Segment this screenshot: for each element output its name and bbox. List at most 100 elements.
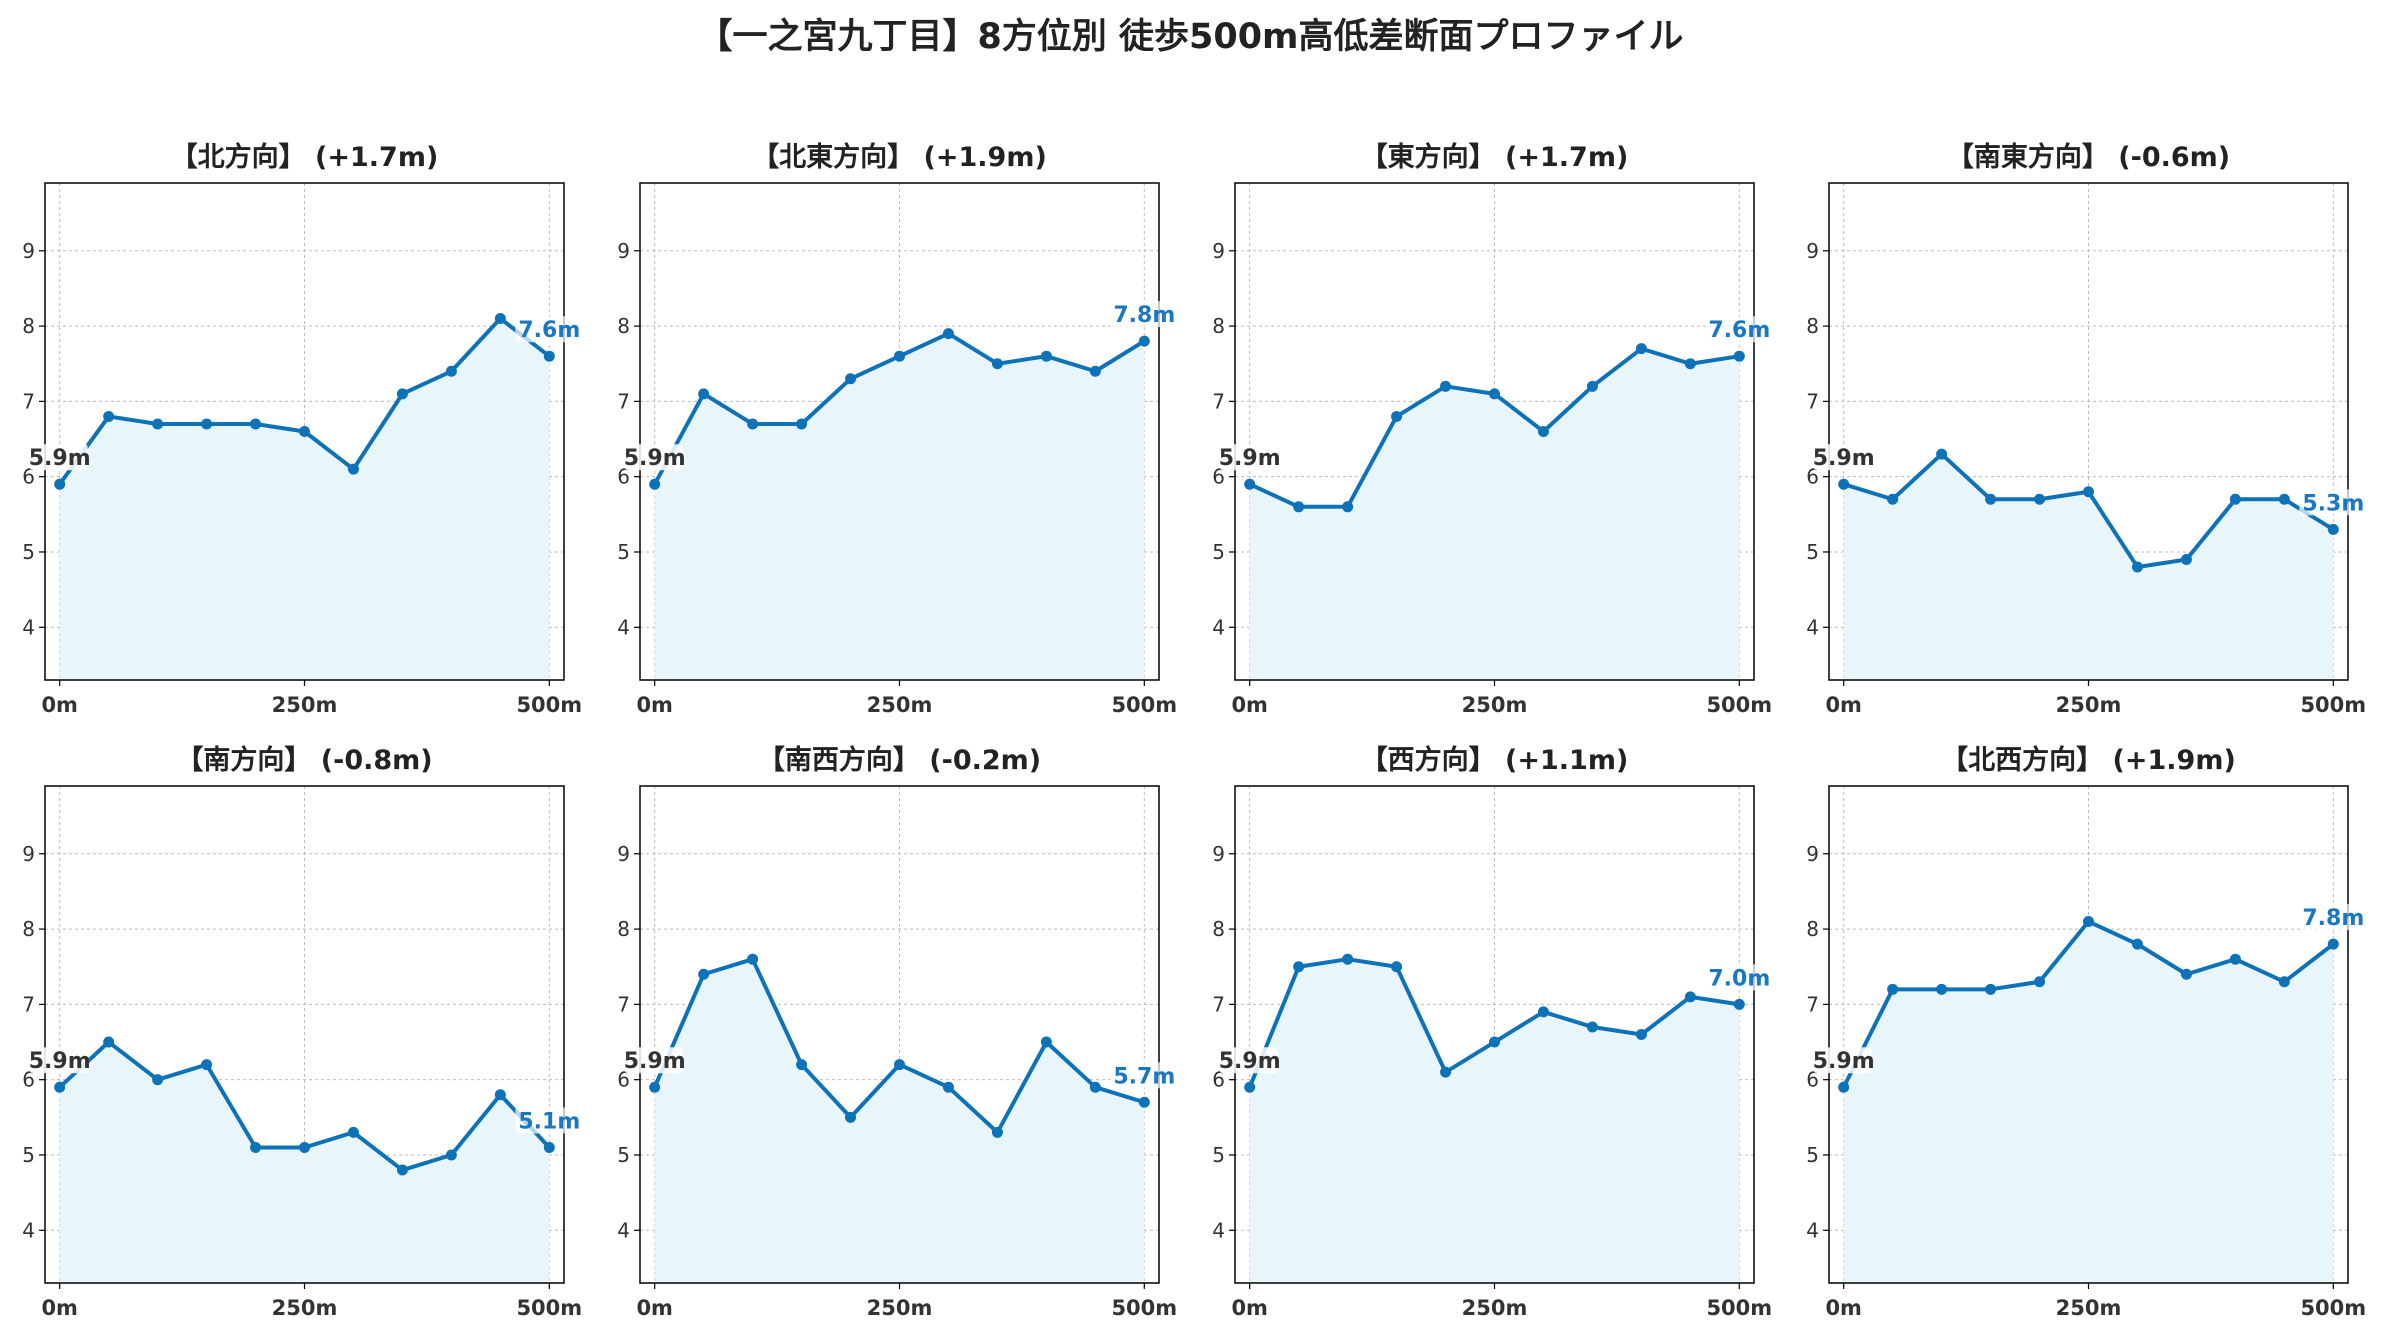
elevation-area — [59, 1042, 550, 1283]
y-tick-label: 7 — [22, 389, 35, 413]
subplot-4: 【南方向】 (-0.8m) 4 5 6 7 8 9 0m 250m 500m 5.9m 5.1m — [22, 744, 582, 1320]
x-tick-label: 250m — [272, 1296, 338, 1320]
data-point — [991, 358, 1003, 370]
data-point — [1089, 1081, 1101, 1093]
data-point — [1391, 410, 1403, 422]
data-point — [845, 1111, 857, 1123]
end-value-label: 5.1m — [518, 1109, 580, 1134]
data-point — [845, 373, 857, 385]
data-point — [894, 350, 905, 362]
start-value-label: 5.9m — [29, 446, 91, 471]
data-point — [1089, 365, 1101, 377]
x-tick-label: 250m — [867, 693, 933, 717]
data-point — [299, 1141, 310, 1153]
data-point — [494, 313, 506, 325]
data-point — [1138, 1096, 1150, 1108]
start-label-box — [1813, 444, 1872, 471]
subplot-title: 【東方向】 (+1.7m) — [1361, 141, 1629, 173]
subplot-title: 【南東方向】 (-0.6m) — [1947, 141, 2230, 173]
y-tick-label: 9 — [1212, 842, 1225, 866]
data-point — [2131, 938, 2143, 950]
data-point — [894, 1059, 905, 1071]
end-value-label: 7.8m — [2302, 906, 2364, 931]
x-tick-label: 0m — [41, 1296, 78, 1320]
x-tick-label: 0m — [1825, 693, 1862, 717]
end-label-box — [1705, 316, 1772, 343]
y-tick-label: 6 — [1806, 465, 1819, 489]
data-point — [1838, 478, 1850, 490]
data-point — [201, 418, 213, 430]
y-tick-label: 8 — [1212, 314, 1225, 338]
data-point — [942, 328, 954, 340]
y-tick-label: 7 — [22, 992, 35, 1016]
data-point — [445, 365, 457, 377]
end-label-box — [2299, 489, 2366, 516]
data-point — [1586, 380, 1598, 392]
data-point — [991, 1126, 1003, 1138]
y-tick-label: 4 — [617, 1218, 630, 1242]
y-tick-label: 8 — [1212, 917, 1225, 941]
y-tick-label: 6 — [22, 1068, 35, 1092]
end-value-label: 7.0m — [1708, 966, 1770, 991]
data-point — [796, 1059, 808, 1071]
data-point — [54, 1081, 66, 1093]
x-tick-label: 250m — [1462, 693, 1528, 717]
y-tick-label: 8 — [22, 917, 35, 941]
y-tick-label: 5 — [22, 1143, 35, 1167]
start-label-box — [1219, 444, 1278, 471]
figure-title: 【一之宮九丁目】8方位別 徒歩500m高低差断面プロファイル — [697, 17, 1684, 57]
y-tick-label: 5 — [1212, 1143, 1225, 1167]
data-point — [396, 1164, 408, 1176]
start-value-label: 5.9m — [624, 446, 686, 471]
y-tick-label: 7 — [1212, 992, 1225, 1016]
elevation-area — [1249, 959, 1740, 1283]
subplot-3: 【南東方向】 (-0.6m) 4 5 6 7 8 9 0m 250m 500m 5.9m 5.3m — [1806, 141, 2366, 717]
y-tick-label: 8 — [22, 314, 35, 338]
x-tick-label: 0m — [636, 1296, 673, 1320]
start-label-box — [29, 444, 88, 471]
data-point — [1936, 448, 1948, 460]
y-tick-label: 7 — [1212, 389, 1225, 413]
y-tick-label: 6 — [22, 465, 35, 489]
elevation-area — [59, 318, 550, 680]
data-point — [1391, 961, 1403, 973]
data-point — [1293, 501, 1305, 513]
end-value-label: 5.7m — [1113, 1064, 1175, 1089]
y-tick-label: 5 — [22, 540, 35, 564]
y-tick-label: 9 — [22, 239, 35, 263]
y-tick-label: 6 — [1806, 1068, 1819, 1092]
data-point — [1489, 388, 1500, 400]
start-label-box — [29, 1047, 88, 1074]
data-point — [2229, 953, 2241, 965]
data-point — [2229, 493, 2241, 505]
data-point — [1635, 1029, 1647, 1040]
x-tick-label: 0m — [41, 693, 78, 717]
subplot-0: 【北方向】 (+1.7m) 4 5 6 7 8 9 0m 250m 500m 5.9m 7.6m — [22, 141, 582, 717]
data-point — [1040, 1036, 1052, 1048]
data-point — [1440, 380, 1452, 392]
end-value-label: 7.6m — [518, 318, 580, 343]
data-point — [1936, 983, 1948, 995]
data-point — [2278, 976, 2290, 988]
data-point — [1537, 1006, 1549, 1018]
data-point — [250, 418, 262, 430]
subplot-5: 【南西方向】 (-0.2m) 4 5 6 7 8 9 0m 250m 500m 5.9m 5.7m — [617, 744, 1177, 1320]
subplot-title: 【北東方向】 (+1.9m) — [752, 141, 1047, 173]
subplot-title: 【西方向】 (+1.1m) — [1361, 744, 1629, 776]
end-label-box — [515, 316, 582, 343]
data-point — [1440, 1066, 1452, 1078]
data-point — [1537, 426, 1549, 437]
data-point — [1586, 1021, 1598, 1033]
data-point — [201, 1059, 213, 1071]
x-tick-label: 0m — [636, 693, 673, 717]
y-tick-label: 9 — [1806, 239, 1819, 263]
subplot-title: 【北西方向】 (+1.9m) — [1941, 744, 2236, 776]
subplot-title: 【南方向】 (-0.8m) — [176, 744, 432, 776]
data-point — [1342, 953, 1354, 965]
subplot-title: 【南西方向】 (-0.2m) — [758, 744, 1041, 776]
data-point — [1985, 983, 1997, 995]
data-point — [2083, 486, 2094, 498]
data-point — [1684, 358, 1696, 370]
y-tick-label: 4 — [1806, 1218, 1819, 1242]
x-tick-label: 0m — [1231, 693, 1268, 717]
